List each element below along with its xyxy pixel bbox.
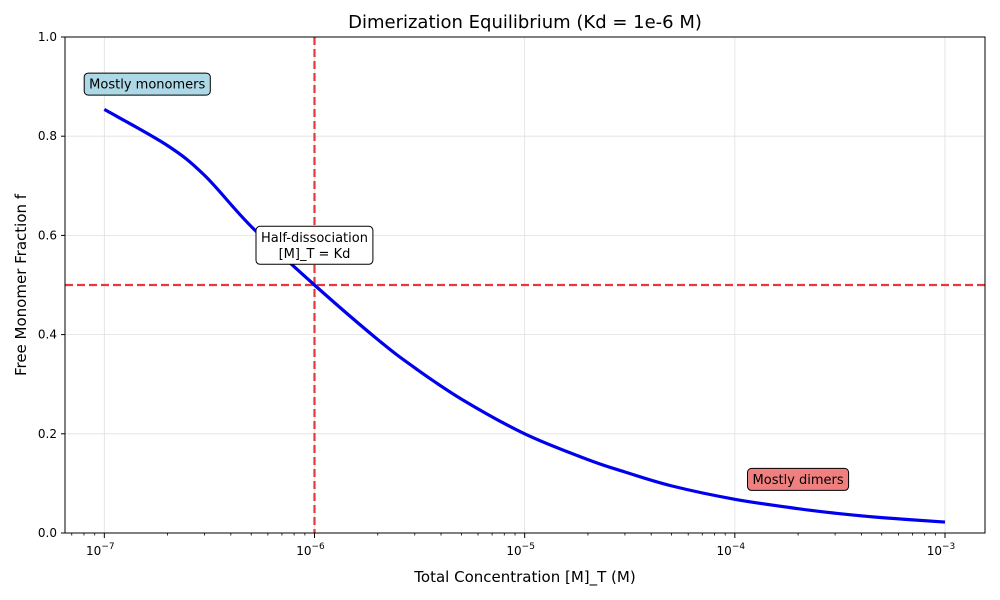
series-layer	[103, 108, 946, 524]
ann-monomers: Mostly monomers	[83, 72, 211, 96]
y-tick-label: 0.2	[38, 427, 57, 441]
chart-title: Dimerization Equilibrium (Kd = 1e-6 M)	[348, 12, 702, 33]
ann-dimers-text: Mostly dimers	[753, 473, 844, 488]
y-tick-label: 0.4	[38, 328, 57, 342]
ann-dimers-box	[747, 467, 850, 491]
y-axis-label: Free Monomer Fraction f	[12, 193, 30, 376]
ann-half-text: Half-dissociation	[261, 231, 368, 246]
annotations: Mostly monomers Half-dissociation[M]_T = …	[83, 72, 850, 491]
x-axis-label: Total Concentration [M]_T (M)	[413, 568, 635, 587]
ann-dimers: Mostly dimers	[747, 467, 850, 491]
ann-half-text: [M]_T = Kd	[279, 247, 351, 262]
monomer-fraction-curve	[103, 108, 946, 524]
y-tick-label: 0.8	[38, 129, 57, 143]
y-tick-label: 0.6	[38, 228, 57, 242]
ann-half-box	[255, 225, 374, 265]
y-tick-label: 1.0	[38, 30, 57, 44]
y-tick-label: 0.0	[38, 526, 57, 540]
ann-half: Half-dissociation[M]_T = Kd	[255, 225, 374, 265]
ann-monomers-box	[83, 72, 211, 96]
ann-monomers-text: Mostly monomers	[89, 78, 205, 93]
